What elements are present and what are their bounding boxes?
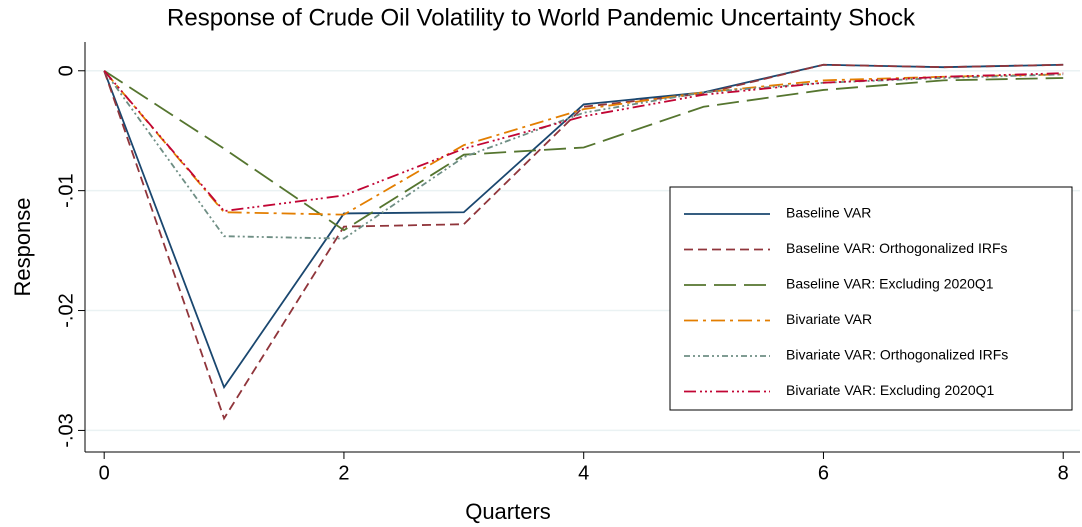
x-tick-label: 2 [338, 462, 349, 484]
y-axis-label: Response [10, 197, 35, 296]
legend-box [669, 186, 1073, 411]
y-tick-label: -.02 [55, 293, 77, 327]
series-line [103, 63, 1064, 421]
y-tick-label: -.01 [55, 173, 77, 207]
legend-label: Bivariate VAR: Excluding 2020Q1 [786, 382, 995, 398]
legend-label: Baseline VAR: Orthogonalized IRFs [786, 240, 1008, 256]
legend-label: Baseline VAR: Excluding 2020Q1 [786, 276, 994, 292]
chart-title: Response of Crude Oil Volatility to Worl… [167, 4, 916, 31]
x-tick-label: 6 [818, 462, 829, 484]
x-tick-label: 0 [99, 462, 110, 484]
legend-label: Bivariate VAR: Orthogonalized IRFs [786, 347, 1008, 363]
y-tick-label: 0 [55, 65, 77, 76]
x-tick-label: 4 [578, 462, 589, 484]
legend-label: Bivariate VAR [786, 311, 872, 327]
x-tick-label: 8 [1058, 462, 1069, 484]
legend-label: Baseline VAR [786, 205, 871, 221]
series-line [103, 70, 1064, 212]
series-line [103, 70, 1064, 232]
series-line [103, 70, 1064, 216]
x-axis-label: Quarters [465, 499, 551, 524]
y-tick-label: -.03 [55, 413, 77, 447]
